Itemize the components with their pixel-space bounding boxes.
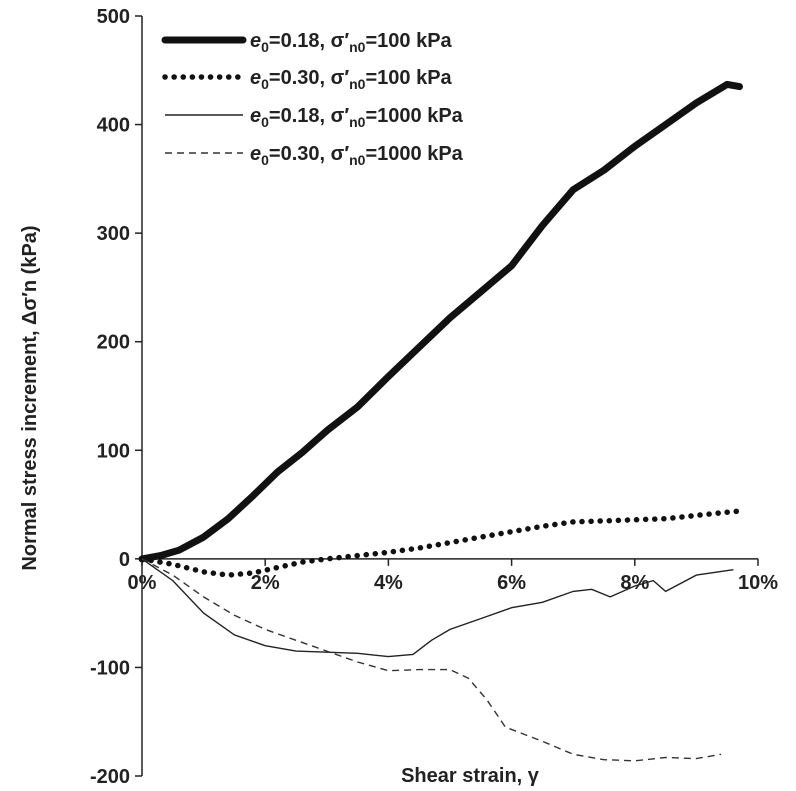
y-tick-label: -100 <box>90 657 130 679</box>
legend-label-4: e0=0.30, σ′n0=1000 kPa <box>250 143 464 168</box>
series-line-2 <box>139 508 743 578</box>
legend-label-2: e0=0.30, σ′n0=100 kPa <box>250 67 453 92</box>
axes: -200 -100 0 100 200 300 400 500 0% 2% 4% 6% 8% 10% <box>90 6 778 788</box>
x-tick-label: 4% <box>374 572 403 594</box>
y-tick-label: 300 <box>97 223 130 245</box>
series-line-1 <box>138 80 743 563</box>
y-axis-title: Normal stress increment, Δσ′n (kPa) <box>19 225 41 570</box>
y-tick-label: -200 <box>90 766 130 788</box>
y-tick-label: 200 <box>97 332 130 354</box>
x-tick-label: 2% <box>251 572 280 594</box>
x-tick-label: 8% <box>620 572 649 594</box>
y-tick-label: 100 <box>97 440 130 462</box>
series-line-4 <box>141 558 722 762</box>
legend: e0=0.18, σ′n0=100 kPa e0=0.30, σ′n0=100 k… <box>161 30 464 168</box>
y-tick-label: 0 <box>119 549 130 571</box>
y-tick-label: 400 <box>97 115 130 137</box>
x-tick-label: 0% <box>128 572 157 594</box>
legend-label-3: e0=0.18, σ′n0=1000 kPa <box>250 105 464 130</box>
series-group <box>138 80 743 762</box>
x-tick-label: 10% <box>738 572 778 594</box>
x-tick-label: 6% <box>497 572 526 594</box>
series-line-3 <box>141 558 734 658</box>
y-tick-label: 500 <box>97 6 130 28</box>
x-axis-title: Shear strain, γ <box>401 765 540 787</box>
legend-label-1: e0=0.18, σ′n0=100 kPa <box>250 30 453 55</box>
